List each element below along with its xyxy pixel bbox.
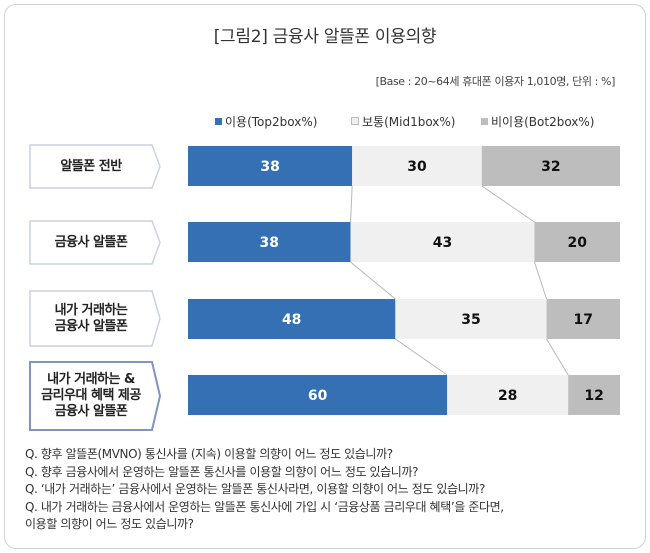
category-label: 내가 거래하는 금융사 알뜰폰 bbox=[54, 302, 128, 334]
legend-swatch-nonuse bbox=[481, 118, 488, 125]
connector-line bbox=[533, 261, 548, 300]
bar-segment bbox=[188, 375, 448, 415]
question-line: Q. 내가 거래하는 금융사에서 운영하는 알뜰폰 통신사에 가입 시 ‘금융상… bbox=[25, 499, 504, 514]
connector-line bbox=[350, 261, 396, 300]
bar-segment bbox=[534, 222, 620, 262]
bar-value-label: 48 bbox=[282, 312, 301, 328]
bar-value-label: 12 bbox=[584, 388, 603, 404]
question-line: 이용할 의향이 어느 정도 있습니까? bbox=[25, 517, 194, 531]
bar-value-label: 20 bbox=[567, 235, 587, 251]
bar-segment bbox=[546, 299, 620, 339]
bar-value-label: 38 bbox=[260, 159, 279, 175]
legend-label-use: 이용(Top2box%) bbox=[225, 115, 318, 129]
question-line: Q. 향후 금융사에서 운영하는 알뜰폰 통신사를 이용할 의향이 어느 정도 … bbox=[25, 464, 419, 479]
bar-value-label: 60 bbox=[308, 388, 328, 404]
connector-line bbox=[481, 185, 535, 223]
base-note: [Base : 20~64세 휴대폰 이용자 1,010명, 단위 : %] bbox=[375, 75, 616, 88]
bar-segment bbox=[447, 375, 569, 415]
bar-value-label: 38 bbox=[260, 235, 279, 251]
category-label: 알뜰폰 전반 bbox=[60, 158, 122, 174]
legend-item-normal: 보통(Mid1box%) bbox=[351, 113, 455, 130]
bar-value-label: 35 bbox=[461, 312, 480, 328]
bar-segment bbox=[188, 299, 396, 339]
legend-item-use: 이용(Top2box%) bbox=[215, 113, 317, 130]
bar-segment bbox=[188, 222, 351, 262]
question-line: Q. ‘내가 거래하는’ 금융사에서 운영하는 알뜰폰 통신사라면, 이용할 의… bbox=[25, 482, 485, 496]
bar-segment bbox=[395, 299, 547, 339]
question-line: Q. 향후 알뜰폰(MVNO) 통신사를 (지속) 이용할 의향이 어느 정도 … bbox=[25, 447, 393, 461]
legend-swatch-use bbox=[215, 118, 222, 125]
bar-value-label: 32 bbox=[541, 159, 560, 175]
category-label-box bbox=[29, 361, 162, 431]
bar-segment bbox=[568, 375, 620, 415]
bar-segment bbox=[481, 146, 620, 186]
chart-title: [그림2] 금융사 알뜰폰 이용의향 bbox=[213, 27, 437, 47]
category-label-box bbox=[29, 290, 161, 347]
bar-segment bbox=[352, 146, 482, 186]
bar-value-label: 28 bbox=[498, 388, 517, 404]
category-label-box bbox=[29, 220, 161, 265]
bar-segment bbox=[188, 146, 353, 186]
legend-swatch-normal bbox=[351, 117, 359, 125]
legend-label-normal: 보통(Mid1box%) bbox=[362, 115, 456, 129]
bar-value-label: 30 bbox=[407, 159, 427, 175]
connector-line bbox=[395, 338, 448, 376]
bar-value-label: 17 bbox=[574, 312, 593, 328]
legend-label-nonuse: 비이용(Bot2box%) bbox=[491, 115, 595, 129]
bar-value-label: 43 bbox=[433, 235, 452, 251]
category-label-box bbox=[29, 144, 161, 189]
legend-item-nonuse: 비이용(Bot2box%) bbox=[481, 113, 595, 130]
connector-line bbox=[546, 338, 569, 376]
connector-line bbox=[350, 185, 353, 223]
legend: 이용(Top2box%) 보통(Mid1box%) 비이용(Bot2box%) bbox=[215, 113, 635, 129]
survey-questions: Q. 향후 알뜰폰(MVNO) 통신사를 (지속) 이용할 의향이 어느 정도 … bbox=[25, 446, 625, 534]
category-label: 내가 거래하는 & 금리우대 혜택 제공 금융사 알뜰폰 bbox=[41, 372, 141, 419]
bar-segment bbox=[350, 222, 535, 262]
category-label: 금융사 알뜰폰 bbox=[54, 234, 128, 250]
